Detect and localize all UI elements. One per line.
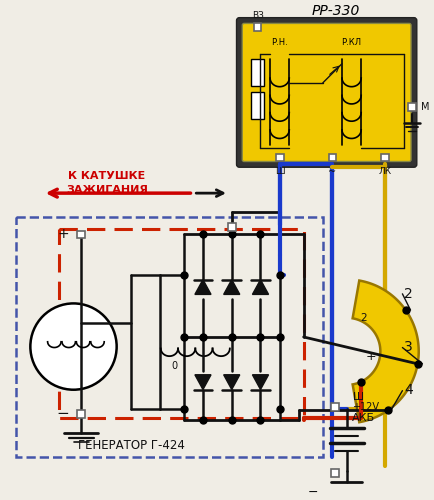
Text: М: М (420, 102, 428, 112)
FancyBboxPatch shape (242, 24, 410, 162)
Bar (77, 410, 85, 418)
Bar (227, 223, 235, 230)
Polygon shape (223, 375, 239, 390)
Bar (250, 59, 264, 86)
Text: −: − (56, 406, 69, 421)
Polygon shape (194, 280, 210, 294)
Bar (16, 217, 322, 457)
Bar (59, 228, 303, 418)
Bar (331, 470, 339, 477)
Text: 4: 4 (404, 382, 412, 396)
FancyBboxPatch shape (236, 18, 416, 167)
Text: +: + (57, 228, 69, 241)
Text: РР-330: РР-330 (311, 4, 360, 18)
Text: ~: ~ (328, 167, 336, 177)
Bar (328, 154, 335, 162)
Bar (250, 92, 264, 120)
Text: 2: 2 (404, 287, 412, 301)
Text: ЗАЖИГАНИЯ: ЗАЖИГАНИЯ (66, 185, 148, 195)
Text: Р.КЛ: Р.КЛ (341, 38, 361, 47)
Polygon shape (223, 280, 239, 294)
Text: ВЗ: ВЗ (251, 10, 263, 20)
Text: Ш: Ш (352, 392, 363, 402)
Text: Р.Н.: Р.Н. (271, 38, 287, 47)
Text: АКБ: АКБ (351, 414, 374, 424)
Bar (381, 154, 388, 162)
Text: +: + (365, 350, 375, 362)
Text: 3: 3 (404, 340, 412, 353)
Polygon shape (194, 375, 210, 390)
Polygon shape (252, 375, 268, 390)
Text: ГЕНЕРАТОР Г-424: ГЕНЕРАТОР Г-424 (77, 439, 184, 452)
Text: 2: 2 (360, 313, 367, 323)
Text: ЛК: ЛК (378, 167, 391, 176)
Bar (77, 230, 85, 238)
Text: 0: 0 (171, 361, 177, 371)
Text: −: − (307, 486, 318, 498)
Bar (253, 24, 261, 31)
Text: +12V: +12V (351, 402, 378, 412)
Bar (407, 103, 415, 110)
Circle shape (30, 304, 116, 390)
Bar (331, 403, 339, 411)
Polygon shape (252, 280, 268, 294)
Polygon shape (352, 280, 418, 422)
Bar (275, 154, 283, 162)
Text: К КАТУШКЕ: К КАТУШКЕ (68, 170, 145, 180)
Text: Ш: Ш (274, 167, 284, 176)
